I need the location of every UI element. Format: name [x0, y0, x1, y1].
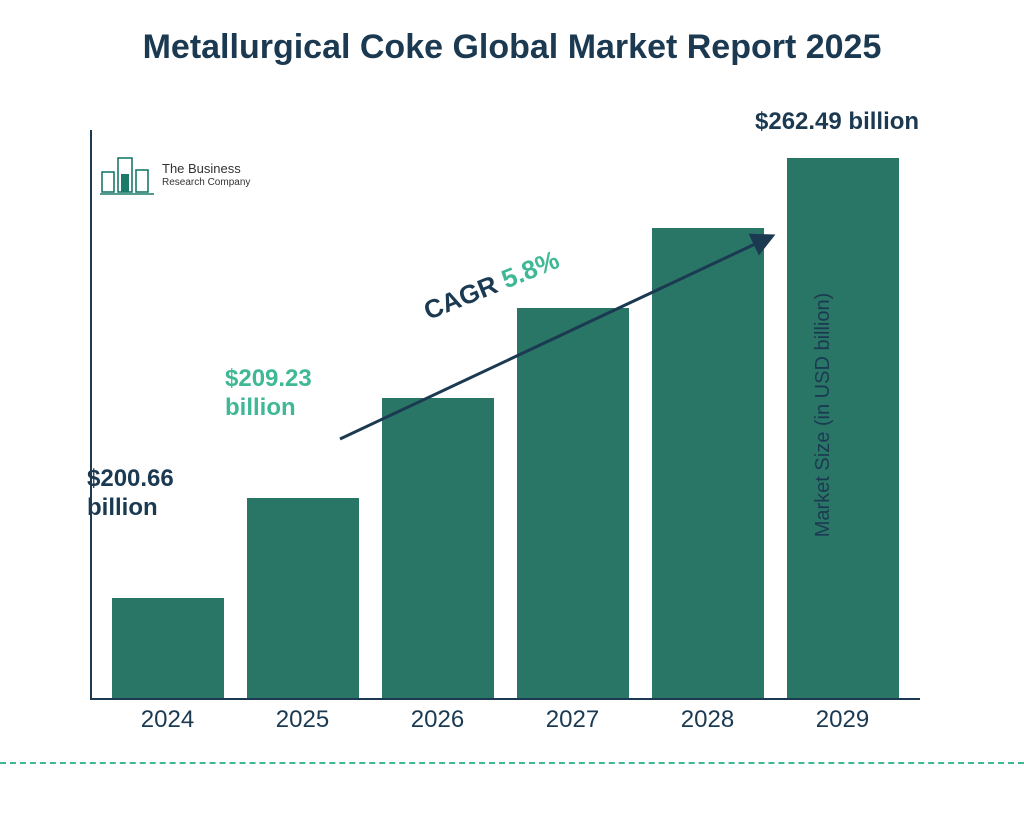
value-label-2029: $262.49 billion — [755, 108, 975, 137]
bar-column — [243, 498, 363, 698]
bar-column — [513, 308, 633, 698]
x-axis-label: 2029 — [783, 706, 903, 734]
value-label-2024: $200.66 billion — [87, 465, 227, 523]
y-axis-title: Market Size (in USD billion) — [812, 293, 835, 538]
bar-column — [783, 158, 903, 698]
x-axis-label: 2027 — [513, 706, 633, 734]
x-axis-label: 2025 — [243, 706, 363, 734]
value-label-2025: $209.23 billion — [225, 365, 365, 423]
bar-column — [108, 598, 228, 698]
bottom-dashed-divider — [0, 762, 1024, 764]
bar — [247, 498, 359, 698]
bar-column — [648, 228, 768, 698]
bar — [112, 598, 224, 698]
bar-chart: 202420252026202720282029 Market Size (in… — [90, 130, 920, 700]
x-axis-line — [90, 698, 920, 700]
x-axis-label: 2026 — [378, 706, 498, 734]
bar — [382, 398, 494, 698]
x-axis-labels: 2024 2025 2026 2027 2028 2029 — [90, 706, 920, 734]
x-axis-label: 2028 — [648, 706, 768, 734]
page-title: Metallurgical Coke Global Market Report … — [0, 0, 1024, 69]
x-axis-label: 2024 — [108, 706, 228, 734]
bar — [787, 158, 899, 698]
bar — [652, 228, 764, 698]
bar — [517, 308, 629, 698]
bars-container — [90, 132, 920, 698]
bar-column — [378, 398, 498, 698]
